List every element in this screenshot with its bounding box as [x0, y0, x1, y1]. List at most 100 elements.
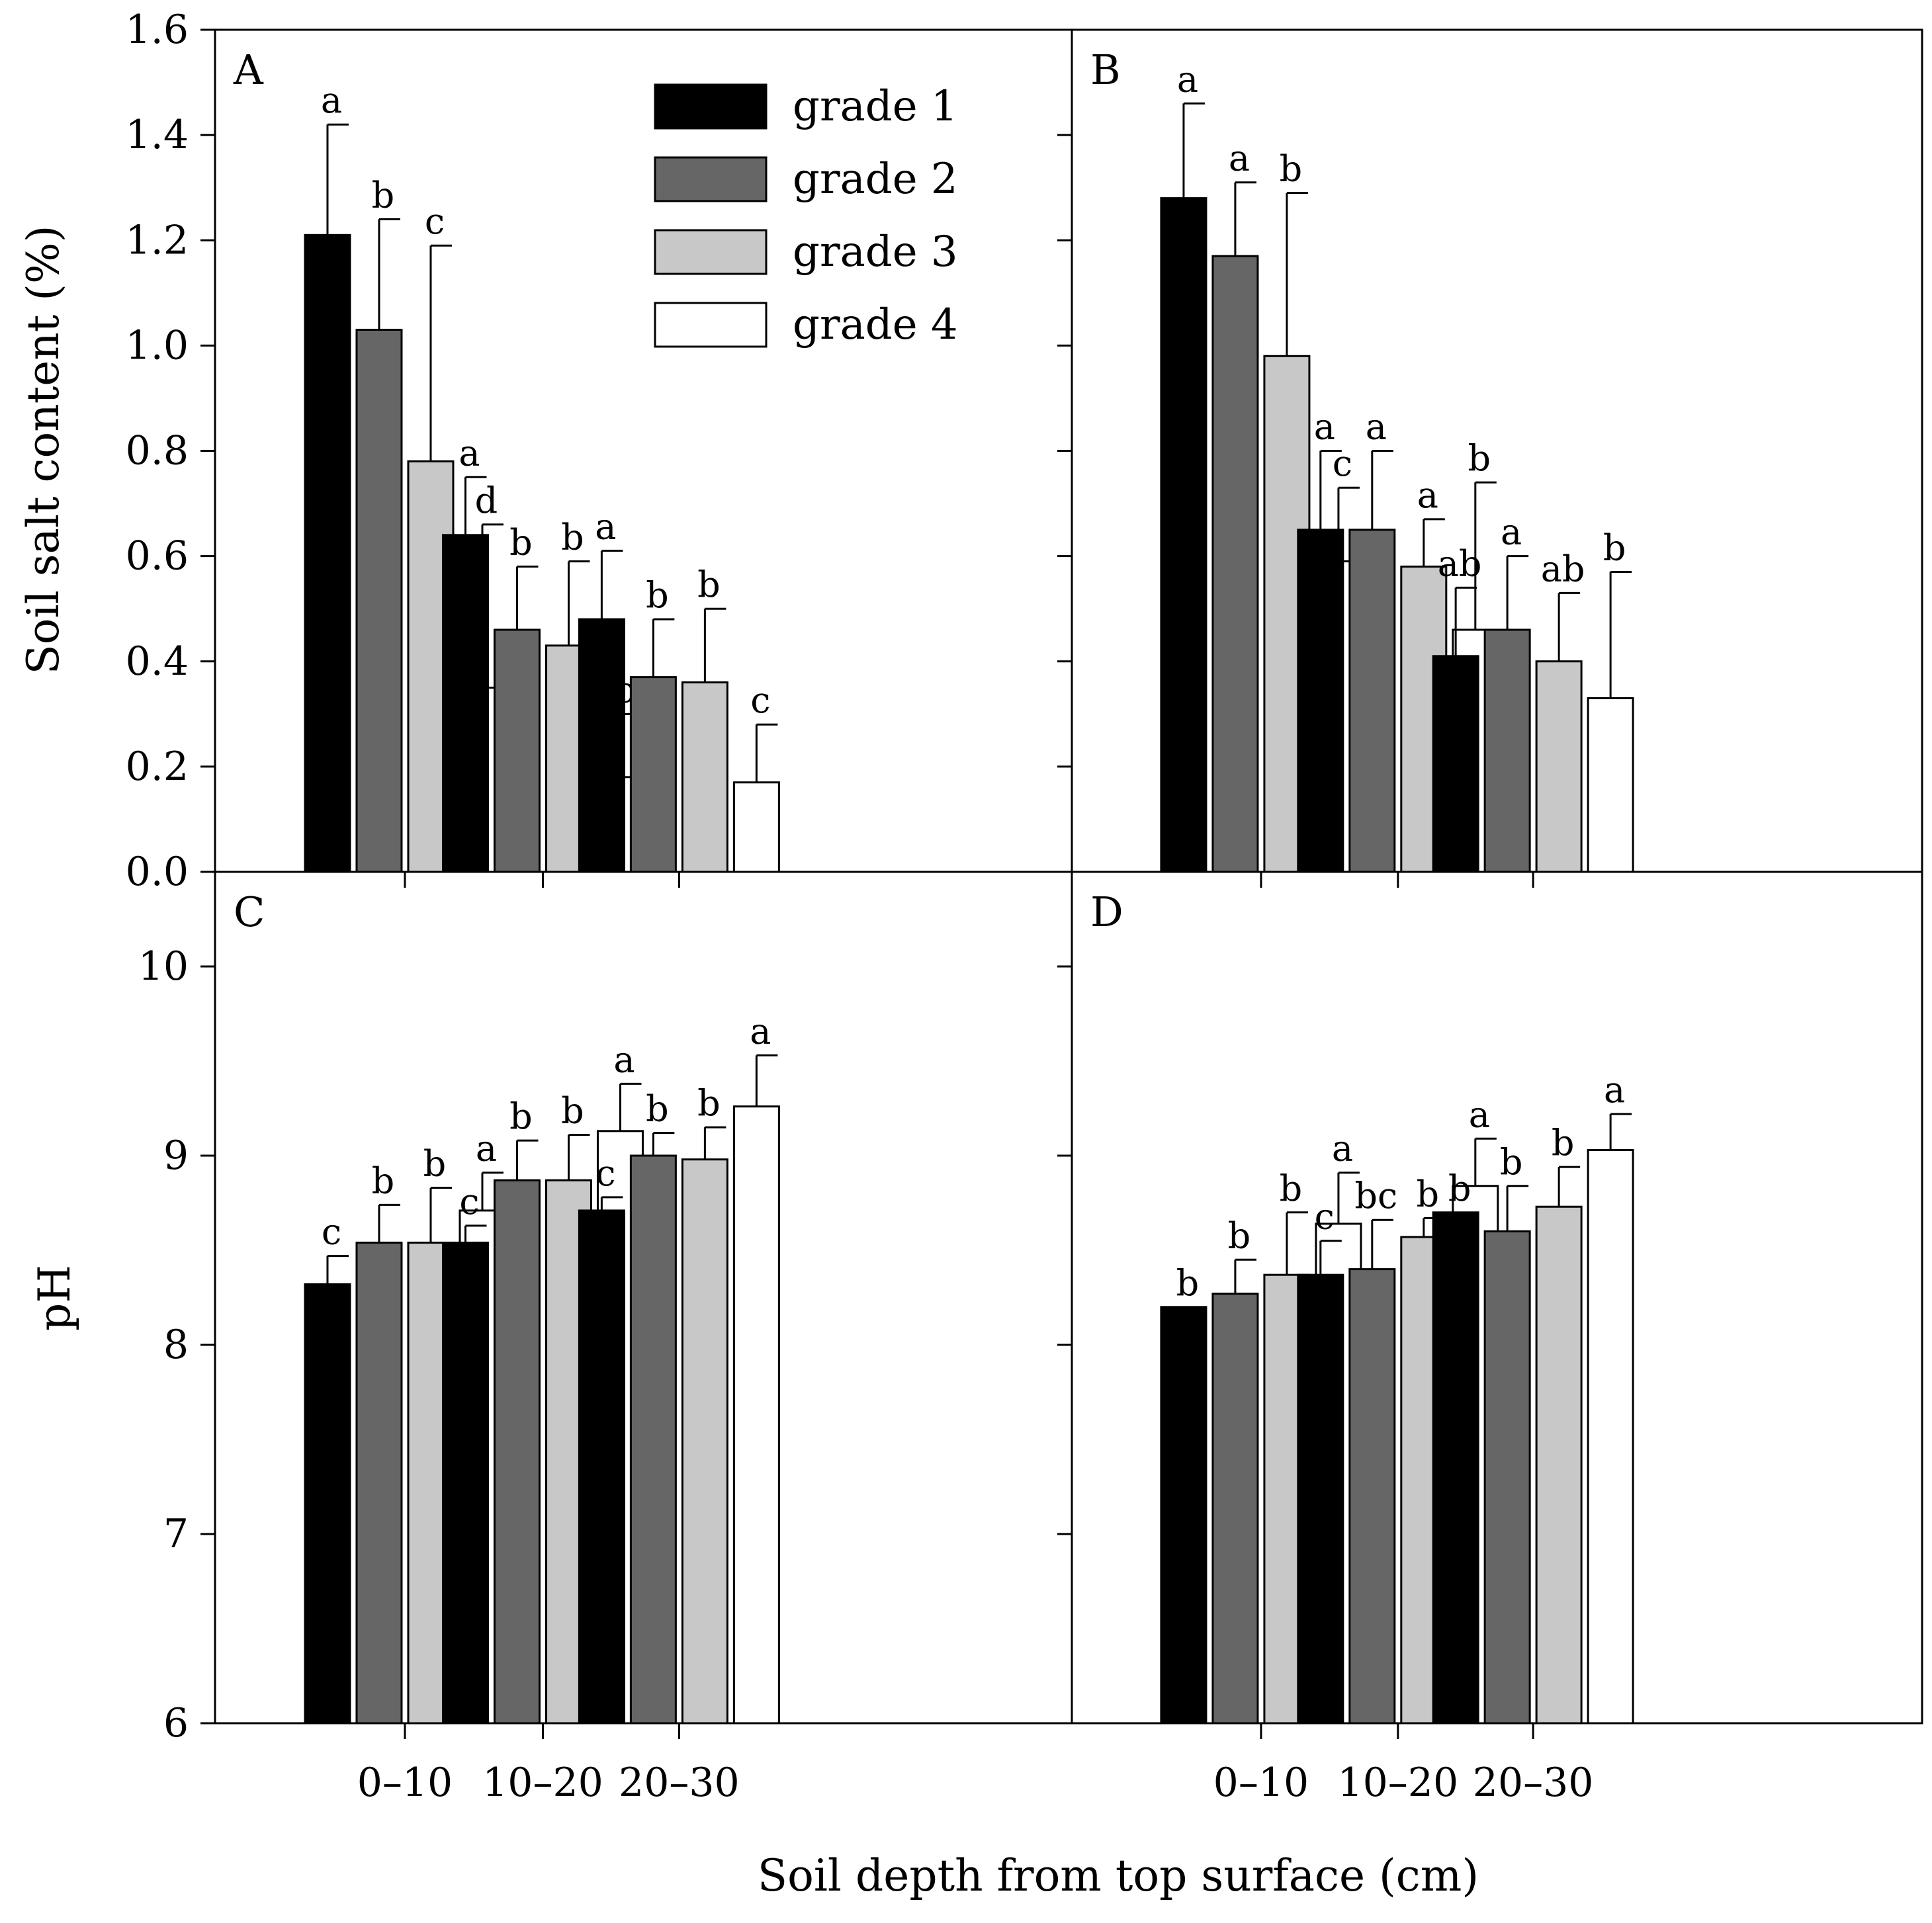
bar-a-1-3	[578, 618, 625, 873]
significance-label: a	[476, 1128, 497, 1170]
significance-label: b	[423, 1143, 447, 1185]
bar-c-2-2	[493, 1179, 541, 1725]
y-tick-label: 0.6	[126, 533, 189, 579]
bar-b-1-2	[1297, 529, 1344, 873]
y-tick-label: 6	[163, 1700, 189, 1746]
significance-label: a	[595, 506, 616, 548]
bar-c-1-1	[304, 1283, 351, 1725]
significance-label: a	[1177, 58, 1198, 100]
panel-letter: C	[234, 888, 265, 936]
significance-label: b	[1468, 437, 1491, 479]
significance-label: b	[646, 574, 669, 616]
bar-a-1-1	[304, 234, 351, 873]
bar-c-1-2	[441, 1242, 489, 1725]
legend-swatch	[654, 156, 768, 202]
y-tick-label: 0.8	[126, 428, 189, 474]
y-tick-label: 9	[163, 1132, 189, 1179]
significance-label: c	[595, 1152, 615, 1194]
significance-label: b	[561, 517, 584, 558]
legend-label: grade 1	[793, 82, 958, 131]
significance-label: c	[1315, 1196, 1335, 1238]
significance-label: c	[425, 200, 445, 242]
x-tick-label: 20–30	[619, 1760, 740, 1806]
y-tick-label: 1.2	[126, 217, 189, 263]
bar-c-4-3	[732, 1105, 780, 1725]
panel-letter: B	[1090, 46, 1121, 94]
bar-d-1-2	[1297, 1273, 1344, 1725]
y-tick-label: 1.0	[126, 322, 189, 368]
significance-label: a	[1501, 511, 1522, 553]
y-tick-label: 0.4	[126, 638, 189, 685]
legend-swatch	[654, 229, 768, 275]
significance-label: b	[697, 1082, 721, 1124]
bar-a-1-2	[441, 534, 489, 873]
bar-a-4-3	[732, 781, 780, 873]
panel-letter: A	[233, 46, 264, 94]
significance-label: b	[1500, 1141, 1523, 1183]
significance-label: b	[1448, 1168, 1471, 1209]
y-tick-label: 1.6	[126, 7, 189, 53]
bar-b-4-3	[1587, 697, 1634, 873]
significance-label: b	[372, 174, 395, 216]
significance-label: c	[750, 679, 770, 721]
bar-a-2-2	[493, 628, 541, 873]
significance-label: a	[1314, 406, 1335, 448]
significance-label: a	[459, 432, 480, 474]
y-tick-label: 10	[138, 943, 189, 990]
significance-label: ab	[1541, 548, 1585, 589]
bar-c-1-3	[578, 1209, 625, 1725]
y-axis-title-bottom: pH	[29, 1265, 80, 1331]
significance-label: b	[1176, 1262, 1200, 1304]
significance-label: a	[321, 79, 342, 121]
significance-label: c	[1333, 443, 1352, 484]
bar-d-2-3	[1483, 1230, 1531, 1725]
significance-label: b	[372, 1160, 395, 1201]
significance-label: b	[1417, 1173, 1440, 1215]
y-axis-title-top: Soil salt content (%)	[18, 226, 69, 675]
y-tick-label: 8	[163, 1322, 189, 1368]
bar-d-2-2	[1348, 1268, 1396, 1725]
bar-c-2-3	[629, 1154, 677, 1725]
significance-label: b	[509, 1095, 533, 1137]
y-tick-label: 0.0	[126, 849, 189, 895]
significance-label: a	[750, 1010, 771, 1052]
legend-swatch	[654, 302, 768, 348]
bar-b-2-1	[1211, 255, 1259, 873]
bar-b-2-3	[1483, 628, 1531, 873]
y-tick-label: 1.4	[126, 112, 189, 158]
panel-a: 0.00.20.40.60.81.01.21.41.6abcdabbcabbcA	[126, 7, 1073, 895]
panel-letter: D	[1090, 888, 1123, 936]
bar-b-3-3	[1535, 660, 1583, 873]
significance-label: b	[1603, 527, 1626, 568]
legend-label: grade 2	[793, 155, 958, 204]
bar-c-3-3	[681, 1158, 728, 1725]
significance-label: b	[646, 1088, 669, 1130]
significance-label: b	[509, 522, 533, 564]
bar-d-4-3	[1587, 1148, 1634, 1725]
x-tick-label: 0–10	[357, 1760, 453, 1806]
significance-label: b	[1552, 1122, 1575, 1164]
bar-c-2-1	[355, 1242, 403, 1725]
x-tick-label: 10–20	[482, 1760, 603, 1806]
bar-b-1-1	[1160, 197, 1208, 873]
significance-label: a	[1604, 1069, 1625, 1111]
legend-label: grade 3	[793, 228, 958, 277]
bar-a-2-1	[355, 329, 403, 873]
bar-d-1-3	[1432, 1211, 1479, 1725]
bar-a-2-3	[629, 676, 677, 873]
significance-label: b	[697, 564, 721, 605]
bar-b-1-3	[1432, 655, 1479, 873]
legend: grade 1 grade 2 grade 3 grade 4	[654, 82, 958, 349]
significance-label: b	[561, 1090, 584, 1132]
bar-b-2-2	[1348, 529, 1396, 873]
x-axis-title: Soil depth from top surface (cm)	[758, 1850, 1479, 1901]
significance-label: a	[1332, 1128, 1353, 1170]
significance-label: c	[322, 1211, 341, 1253]
bar-d-3-3	[1535, 1205, 1583, 1725]
significance-label: bc	[1354, 1175, 1397, 1217]
bar-d-2-1	[1211, 1293, 1259, 1725]
significance-label: b	[1280, 148, 1303, 190]
